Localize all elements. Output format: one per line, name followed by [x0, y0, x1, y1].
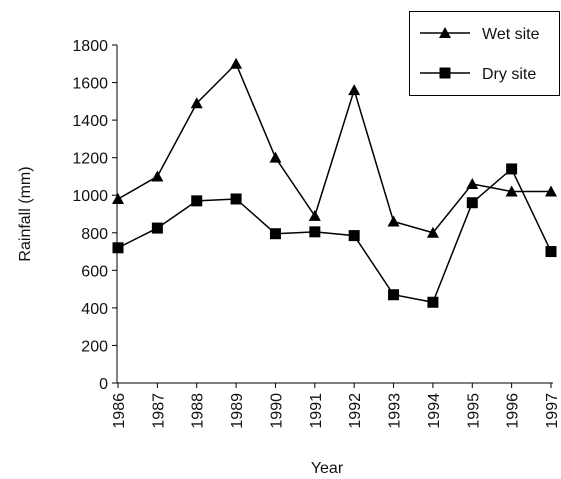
data-point: [151, 222, 163, 234]
y-tick-label: 800: [81, 226, 108, 243]
x-tick-label: 1989: [229, 393, 246, 429]
x-tick-label: 1994: [426, 393, 443, 429]
data-point: [309, 226, 321, 238]
y-tick-label: 1000: [72, 188, 108, 205]
series-line: [117, 167, 552, 304]
data-point: [466, 197, 478, 209]
data-point: [348, 84, 361, 96]
data-point: [427, 296, 439, 308]
y-tick-label: 1200: [72, 151, 108, 168]
x-tick-label: 1991: [308, 393, 325, 429]
x-tick-label: 1992: [347, 393, 364, 429]
x-tick-label: 1988: [190, 393, 207, 429]
data-point: [269, 151, 282, 163]
series-line: [117, 62, 551, 234]
data-point: [191, 195, 203, 207]
x-tick-label: 1990: [268, 393, 285, 429]
y-tick-label: 0: [99, 376, 108, 393]
y-tick-label: 600: [81, 263, 108, 280]
data-point: [308, 209, 321, 221]
x-tick-label: 1986: [111, 393, 128, 429]
x-tick-label: 1997: [544, 393, 561, 429]
legend-label: Dry site: [482, 66, 536, 83]
data-point: [230, 57, 243, 69]
data-point: [545, 246, 557, 258]
data-point: [545, 185, 557, 197]
x-axis-label: Year: [311, 460, 344, 477]
data-point: [112, 242, 124, 254]
data-point: [506, 163, 518, 175]
y-tick-label: 200: [81, 338, 108, 355]
x-tick-label: 1987: [150, 393, 167, 429]
legend-box: [409, 11, 560, 96]
y-tick-label: 1800: [72, 38, 108, 55]
y-tick-label: 1600: [72, 76, 108, 93]
legend-marker: [439, 67, 451, 79]
data-point: [426, 226, 439, 238]
data-point: [388, 289, 400, 301]
x-tick-label: 1995: [465, 393, 482, 429]
data-point: [230, 193, 242, 205]
data-point: [466, 177, 479, 189]
legend-label: Wet site: [482, 26, 540, 43]
data-point: [190, 97, 203, 109]
y-tick-label: 1400: [72, 113, 108, 130]
data-point: [269, 228, 281, 240]
y-axis-label: Rainfall (mm): [17, 166, 34, 261]
data-point: [151, 170, 164, 182]
x-tick-label: 1996: [505, 393, 522, 429]
x-tick-label: 1993: [387, 393, 404, 429]
data-point: [112, 192, 124, 204]
data-point: [387, 215, 400, 227]
data-point: [348, 230, 360, 242]
y-tick-label: 400: [81, 301, 108, 318]
data-point: [505, 185, 518, 197]
legend-marker: [439, 27, 451, 38]
